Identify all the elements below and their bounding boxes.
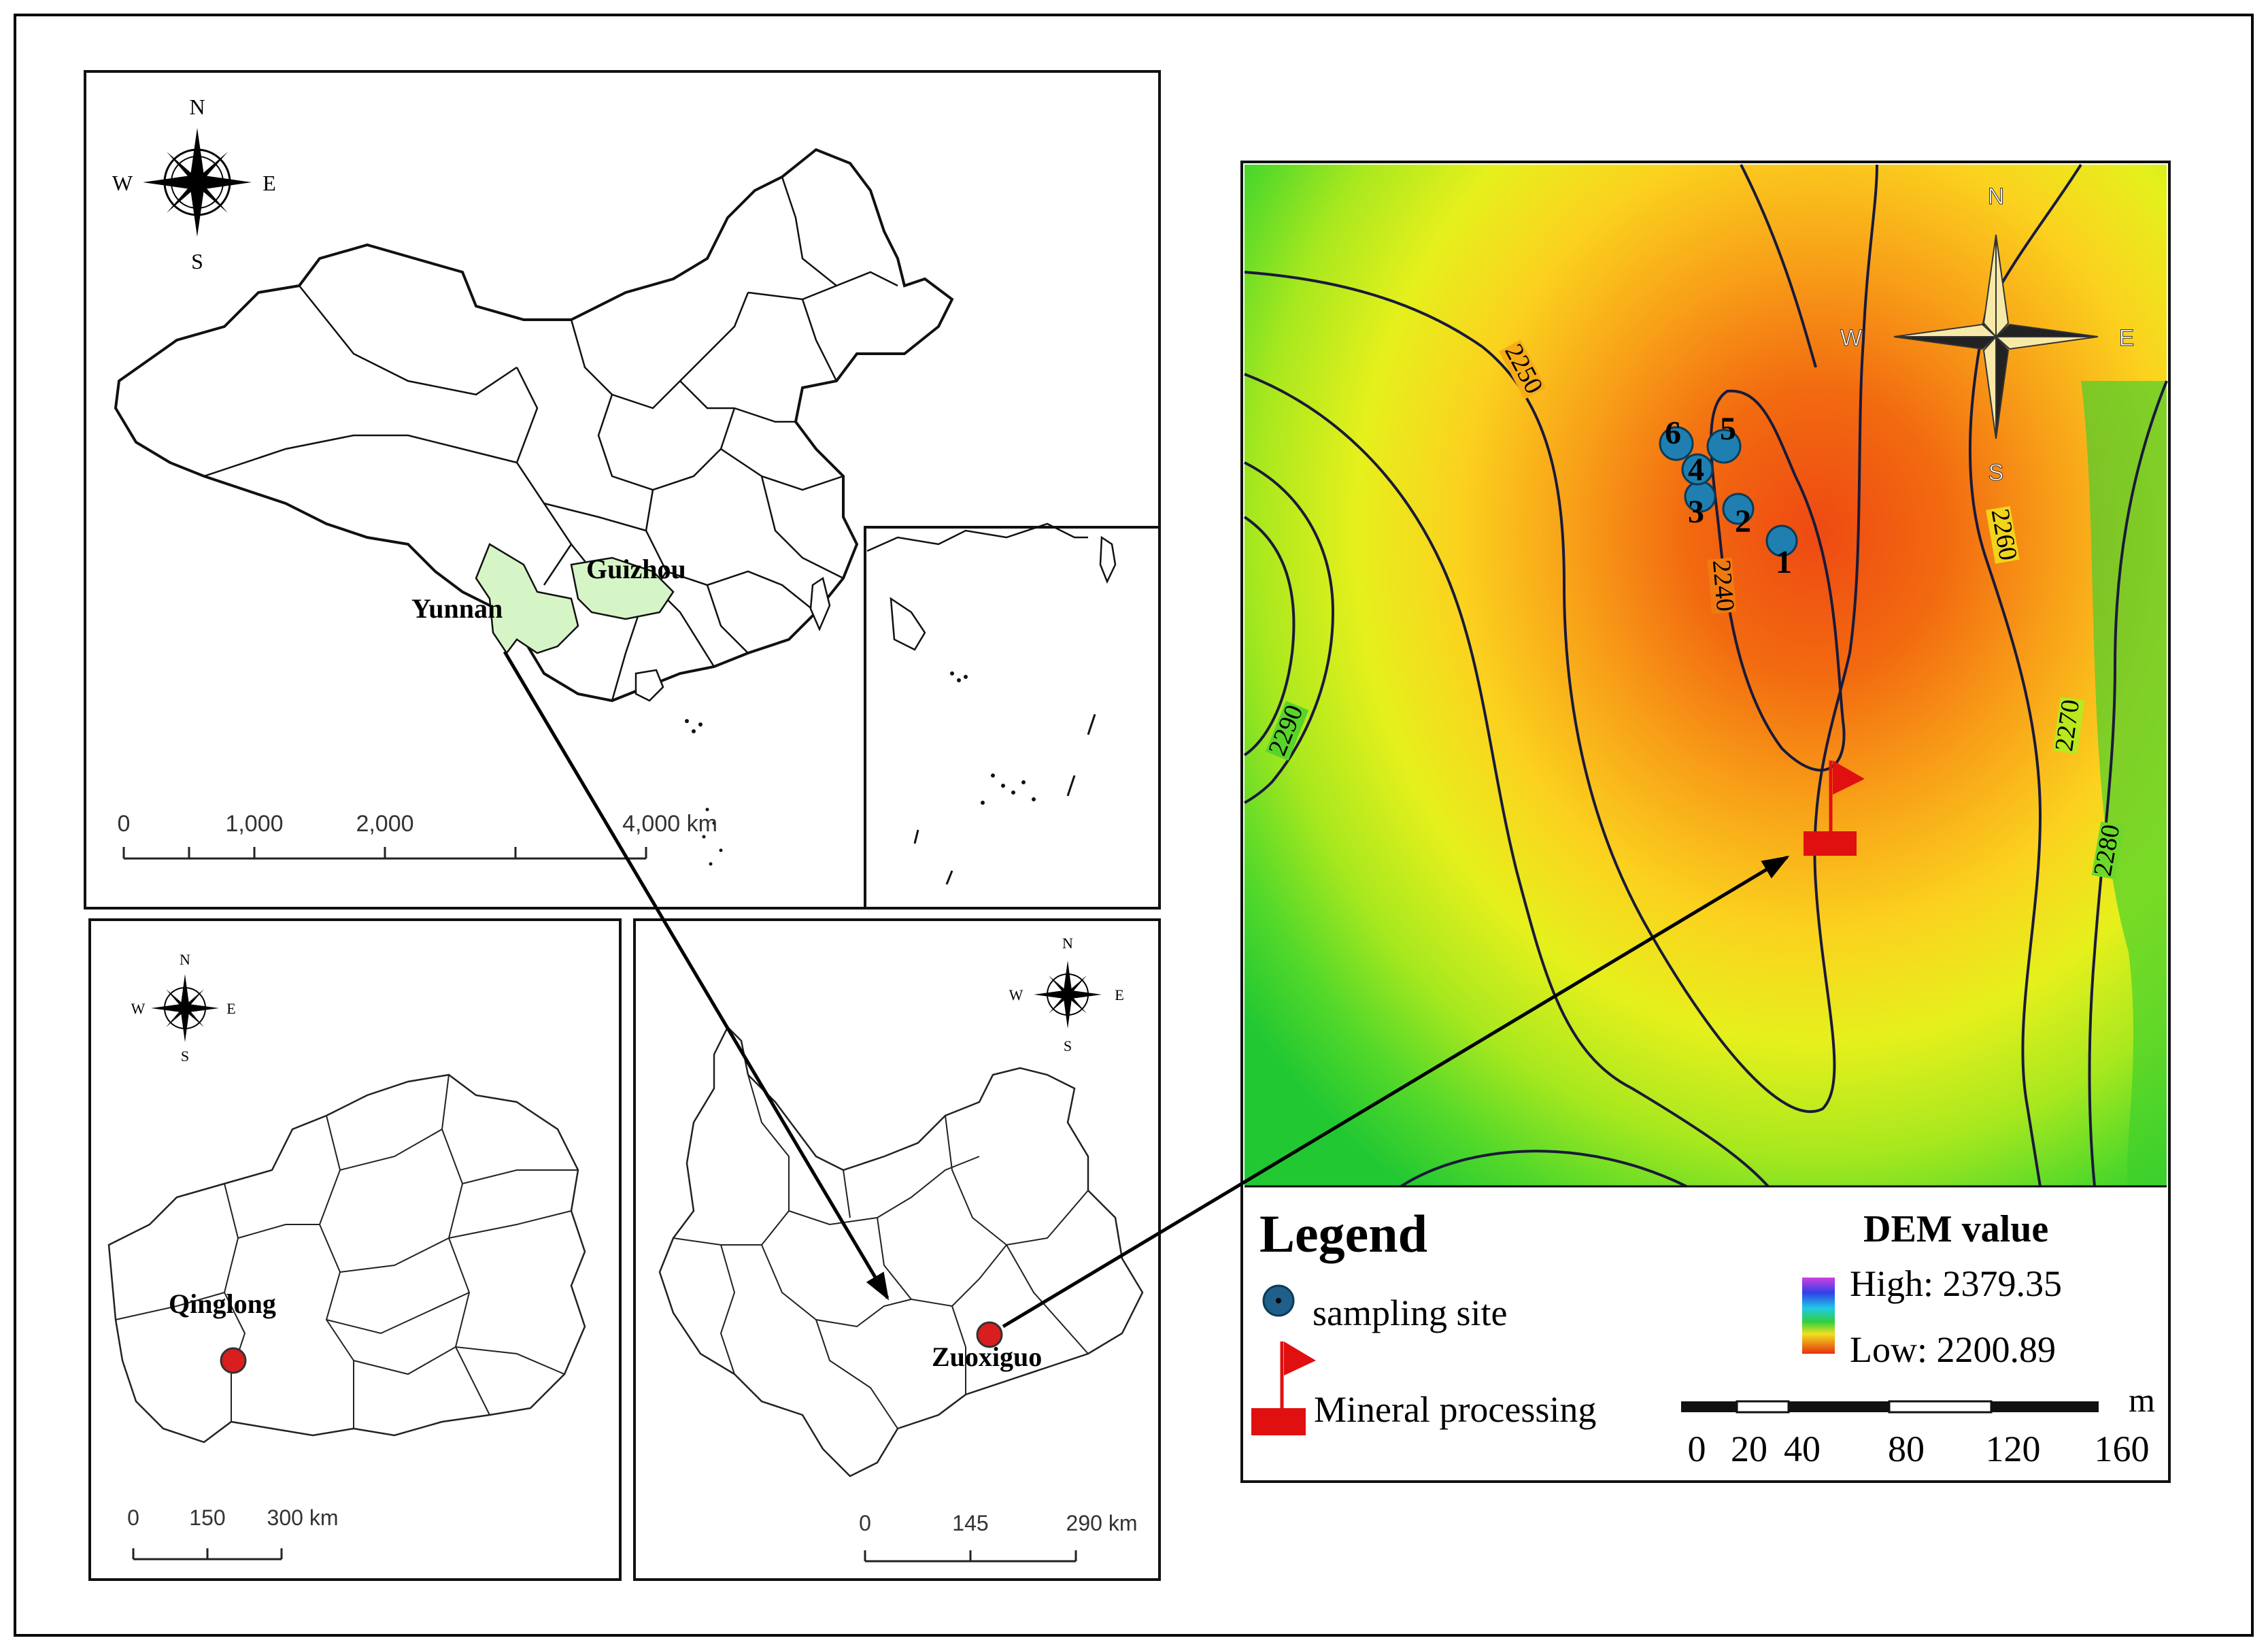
arrow-yunnan-to-detail: [503, 650, 890, 1301]
guizhou-province: [570, 556, 675, 620]
compass-e-label: E: [263, 171, 276, 195]
qinglong-label: Qinglong: [169, 1288, 276, 1319]
compass-s-label: S: [1064, 1037, 1072, 1054]
compass-w-label: W: [1009, 986, 1023, 1003]
compass-w-label: W: [1840, 325, 1862, 351]
compass-w-label: W: [131, 1000, 146, 1017]
dem-scale-tick: 20: [1731, 1429, 1767, 1469]
compass-s-label: S: [181, 1048, 189, 1065]
dem-raster: [1245, 165, 2167, 1186]
scale-tick-label: 4,000 km: [622, 811, 717, 837]
guizhou-boundaries: [115, 1074, 578, 1429]
yunnan-scale-bar: 0 145 290 km: [859, 1511, 1138, 1563]
dem-scale-tick: 40: [1784, 1429, 1821, 1469]
contour-labels: 2250 2240 2260 2290 2270 2280: [1263, 339, 2125, 880]
china-scale-bar: 0 1,000 2,000 4,000 km: [118, 811, 717, 860]
legend-title: Legend: [1259, 1204, 1427, 1263]
yunnan-outline: [658, 1025, 1144, 1478]
dem-value-title: DEM value: [1863, 1208, 2048, 1250]
hainan-island: [634, 669, 664, 702]
yunnan-panel: N S E W Zuoxiguo 0 145 290 km: [633, 918, 1161, 1581]
compass-n-label: N: [189, 95, 205, 119]
compass-n-label: N: [1988, 184, 2005, 210]
china-compass: N S E W: [112, 95, 276, 273]
zuoxiguo-site-marker: [976, 1321, 1003, 1348]
china-outline: [114, 148, 954, 703]
compass-n-label: N: [1062, 935, 1073, 952]
compass-star-icon: [1893, 234, 2099, 439]
mineral-processing-flag-icon: [1804, 761, 1865, 856]
sampling-sites: 1 2 3 4 5 6: [1659, 411, 1798, 580]
dem-low-label: Low: 2200.89: [1850, 1329, 2056, 1370]
yunnan-province: [475, 543, 579, 655]
dem-raster-east: [2081, 381, 2167, 1186]
legend-mineral-processing-label: Mineral processing: [1314, 1389, 1596, 1430]
compass-e-label: E: [2119, 325, 2135, 351]
dem-scale-tick: 120: [1986, 1429, 2041, 1469]
scale-tick-label: 0: [127, 1505, 139, 1530]
sampling-site-label: 1: [1776, 544, 1792, 580]
sampling-site-marker: 1: [1765, 524, 1798, 580]
compass-s-label: S: [191, 249, 203, 273]
dem-scale-unit: m: [2129, 1381, 2155, 1419]
yunnan-label: Yunnan: [411, 593, 503, 624]
scale-tick-label: 0: [859, 1511, 871, 1535]
legend-sampling-site-label: sampling site: [1313, 1293, 1507, 1333]
dem-panel: 2250 2240 2260 2290 2270 2280: [1240, 161, 2171, 1483]
scale-tick-label: 145: [952, 1511, 988, 1535]
sampling-site-marker: 5: [1706, 411, 1742, 464]
guizhou-scale-bar: 0 150 300 km: [127, 1505, 339, 1561]
china-overview-panel: N S E W Yunnan Guizhou 0 1,000 2,000 4,0…: [84, 70, 1161, 910]
sampling-site-marker: 4: [1681, 452, 1714, 488]
qinglong-site-marker: [220, 1347, 247, 1374]
dem-scale-bar: m 0 20 40 80 120 160: [1681, 1381, 2155, 1469]
guizhou-compass: N S E W: [131, 951, 236, 1065]
sampling-site-label: 6: [1665, 415, 1681, 451]
compass-rose-icon: [143, 128, 252, 237]
dem-color-ramp: [1802, 1278, 1835, 1354]
sampling-site-label: 2: [1735, 503, 1751, 539]
dem-high-label: High: 2379.35: [1850, 1263, 2062, 1304]
scale-tick-label: 0: [118, 811, 131, 837]
dem-scale-tick: 80: [1888, 1429, 1925, 1469]
contour-label-2270: 2270: [2050, 698, 2085, 753]
arrow-zuoxiguo-to-dem: [1002, 855, 1790, 1329]
sampling-site-label: 5: [1720, 411, 1736, 447]
yunnan-boundaries: [673, 1074, 1089, 1429]
compass-s-label: S: [1988, 460, 2004, 486]
dem-scale-tick: 160: [2095, 1429, 2150, 1469]
sampling-site-marker: 6: [1659, 415, 1694, 461]
compass-n-label: N: [180, 951, 190, 968]
south-sea-islands: [685, 719, 723, 866]
guizhou-label: Guizhou: [586, 554, 686, 584]
legend-sampling-site-icon: [1262, 1284, 1295, 1317]
legend-mineral-flag-icon: [1251, 1341, 1316, 1435]
dem-legend: Legend sampling site Mineral processing …: [1251, 1204, 2155, 1469]
compass-e-label: E: [1115, 986, 1123, 1003]
sampling-site-label: 3: [1688, 494, 1704, 530]
contour-label-2240: 2240: [1707, 558, 1740, 612]
sampling-site-label: 4: [1688, 452, 1704, 488]
south-china-sea-inset: [864, 522, 1161, 910]
guizhou-panel: N S E W Qinglong 0 150 300 km: [88, 918, 622, 1581]
scale-tick-label: 300 km: [267, 1505, 339, 1530]
compass-rose-icon: [1034, 961, 1102, 1029]
yunnan-compass: N S E W: [1009, 935, 1124, 1054]
compass-e-label: E: [226, 1000, 235, 1017]
taiwan-island: [809, 576, 831, 632]
scale-tick-label: 2,000: [356, 811, 413, 837]
sampling-site-marker: 2: [1722, 493, 1755, 539]
dem-scale-tick: 0: [1688, 1429, 1706, 1469]
province-boundaries: [203, 176, 898, 701]
scale-tick-label: 1,000: [225, 811, 283, 837]
dem-compass: N S E W: [1840, 184, 2134, 486]
compass-w-label: W: [112, 171, 133, 195]
compass-rose-icon: [151, 974, 219, 1042]
scale-tick-label: 150: [189, 1505, 225, 1530]
scale-tick-label: 290 km: [1066, 1511, 1138, 1535]
